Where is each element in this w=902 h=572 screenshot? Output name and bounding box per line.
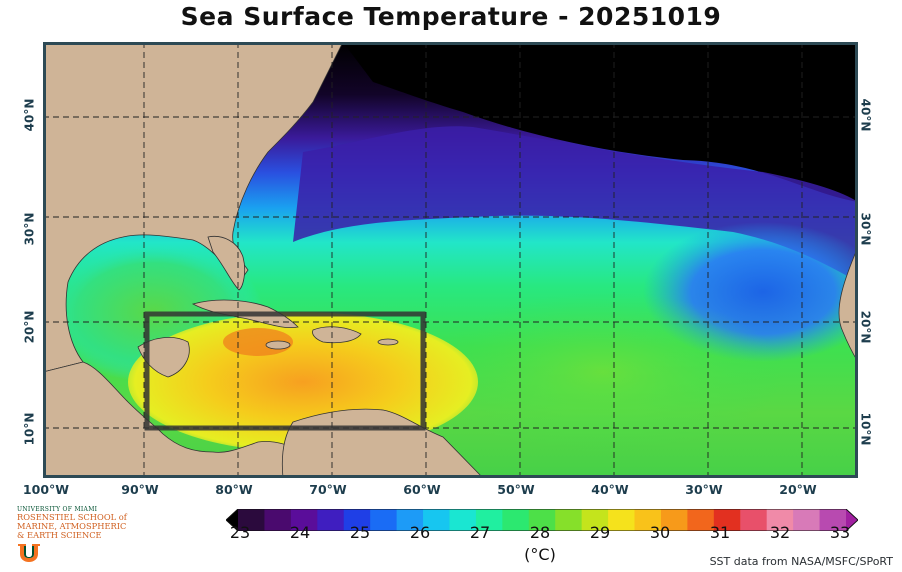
university-logo: UNIVERSITY OF MIAMI ROSENSTIEL SCHOOL of… xyxy=(17,506,147,567)
region-highlight-box xyxy=(144,311,426,431)
colorbar-segment xyxy=(396,509,424,531)
lat-label-30n-right: 30°N xyxy=(858,212,873,246)
colorbar-tick-31: 31 xyxy=(709,523,731,542)
purple-band xyxy=(293,126,858,282)
colorbar-tick-24: 24 xyxy=(289,523,311,542)
hispaniola-land xyxy=(312,326,362,344)
colorbar-segment xyxy=(555,509,583,531)
lon-label-80w: 80°W xyxy=(215,482,253,497)
colorbar-svg xyxy=(225,508,859,532)
colorbar-under-arrow xyxy=(226,509,238,531)
lon-label-90w: 90°W xyxy=(121,482,159,497)
logo-line-4: & EARTH SCIENCE xyxy=(17,530,102,540)
jamaica-land xyxy=(265,340,291,350)
colorbar-segment xyxy=(528,509,556,531)
colorbar-segment xyxy=(793,509,821,531)
colorbar-tick-33: 33 xyxy=(829,523,851,542)
colorbar-over-arrow xyxy=(846,509,858,531)
lon-label-70w: 70°W xyxy=(309,482,347,497)
colorbar-segment xyxy=(819,509,847,531)
lat-label-10n: 10°N xyxy=(22,412,37,446)
colorbar-segment xyxy=(581,509,609,531)
lon-label-40w: 40°W xyxy=(591,482,629,497)
logo-line-1: UNIVERSITY OF MIAMI xyxy=(17,506,98,513)
colorbar-segment xyxy=(370,509,398,531)
u-logo-icon xyxy=(17,543,147,567)
colorbar-tick-25: 25 xyxy=(349,523,371,542)
colorbar-tick-28: 28 xyxy=(529,523,551,542)
colorbar-segment xyxy=(475,509,503,531)
colorbar-segment xyxy=(740,509,768,531)
colorbar-segment xyxy=(290,509,318,531)
lat-label-20n-right: 20°N xyxy=(858,310,873,344)
colorbar-segment xyxy=(502,509,530,531)
logo-line-3: MARINE, ATMOSPHERIC xyxy=(17,521,127,531)
lon-label-20w: 20°W xyxy=(779,482,817,497)
colorbar-tick-26: 26 xyxy=(409,523,431,542)
data-credit: SST data from NASA/MSFC/SPoRT xyxy=(709,555,893,568)
colorbar-segment xyxy=(343,509,371,531)
colorbar-tick-29: 29 xyxy=(589,523,611,542)
colorbar-unit: (°C) xyxy=(524,545,556,564)
lat-label-40n-right: 40°N xyxy=(858,98,873,132)
colorbar-segment xyxy=(687,509,715,531)
colorbar-tick-32: 32 xyxy=(769,523,791,542)
cold-water-region xyxy=(343,42,858,202)
colorbar-segment xyxy=(608,509,636,531)
lon-label-60w: 60°W xyxy=(403,482,441,497)
lat-label-40n: 40°N xyxy=(22,98,37,132)
logo-line-2: ROSENSTIEL SCHOOL of xyxy=(17,512,127,522)
lat-label-20n: 20°N xyxy=(22,310,37,344)
colorbar-segment xyxy=(449,509,477,531)
puerto-rico-land xyxy=(377,338,399,346)
lon-label-30w: 30°W xyxy=(685,482,723,497)
colorbar-segment xyxy=(238,509,265,531)
lon-label-100w: 100°W xyxy=(22,482,70,497)
atlantic-warm-patch xyxy=(423,292,783,452)
colorbar xyxy=(225,508,859,532)
sst-map: 40°N 30°N 20°N 10°N 40°N 30°N 20°N 10°N xyxy=(22,42,872,478)
colorbar-segment xyxy=(766,509,794,531)
colorbar-segment xyxy=(660,509,688,531)
sst-map-canvas xyxy=(43,42,858,478)
map-border xyxy=(43,42,858,478)
colorbar-tick-23: 23 xyxy=(229,523,251,542)
colorbar-segment xyxy=(634,509,662,531)
lat-label-10n-right: 10°N xyxy=(858,412,873,446)
colorbar-tick-30: 30 xyxy=(649,523,671,542)
lon-label-50w: 50°W xyxy=(497,482,535,497)
colorbar-segment xyxy=(317,509,345,531)
colorbar-segment xyxy=(423,509,450,531)
colorbar-segment xyxy=(713,509,741,531)
florida-land xyxy=(207,235,246,291)
lat-label-30n: 30°N xyxy=(22,212,37,246)
colorbar-segment xyxy=(264,509,292,531)
colorbar-tick-27: 27 xyxy=(469,523,491,542)
map-title: Sea Surface Temperature - 20251019 xyxy=(180,2,722,31)
